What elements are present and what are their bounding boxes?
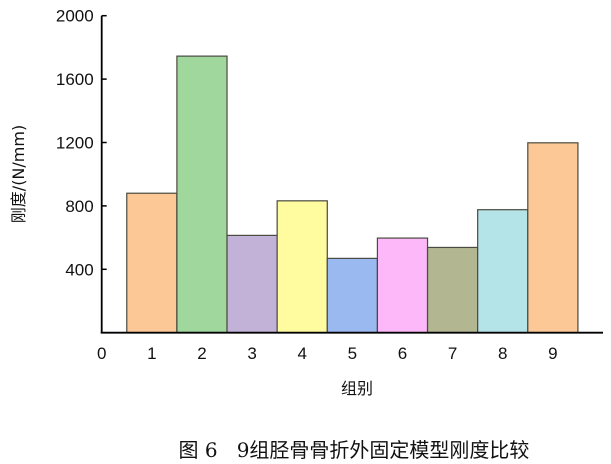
x-tick-label: 3: [247, 344, 256, 363]
y-tick-label: 1200: [56, 134, 94, 153]
bar-group-7: [426, 246, 479, 334]
x-tick-label: 8: [498, 344, 507, 363]
x-tick-label: 5: [348, 344, 357, 363]
x-tick-label: 9: [548, 344, 557, 363]
y-tick-label: 2000: [56, 7, 94, 26]
bar-group-4: [276, 200, 328, 334]
x-tick-label: 4: [297, 344, 306, 363]
y-tick-label: 1600: [56, 70, 94, 89]
x-tick-label: 2: [197, 344, 206, 363]
bar-group-5: [326, 257, 379, 334]
y-tick-label: 400: [65, 260, 93, 279]
bar-group-2: [176, 55, 228, 334]
x-tick-label: 1: [147, 344, 156, 363]
x-axis-label: 组别: [341, 379, 373, 398]
y-axis-label: 刚度/(N/mm): [9, 125, 28, 223]
x-tick-label: 0: [97, 344, 106, 363]
bar-group-1: [126, 192, 178, 334]
bar-group-6: [376, 237, 429, 334]
bar-group-8: [477, 209, 529, 334]
y-tick-label: 800: [65, 197, 93, 216]
bar-group-9: [527, 142, 579, 334]
figure-caption: 图 6 9组胫骨骨折外固定模型刚度比较: [179, 438, 530, 462]
x-tick-label: 6: [398, 344, 407, 363]
bar-group-3: [226, 234, 278, 334]
x-tick-label: 7: [448, 344, 457, 363]
